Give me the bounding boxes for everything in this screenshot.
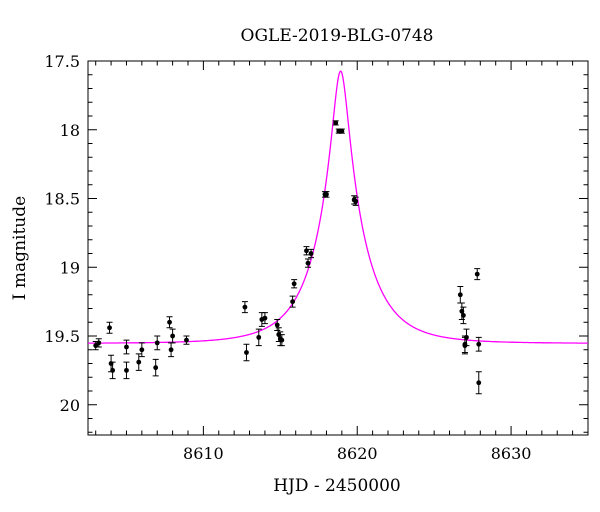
x-tick-label: 8630 bbox=[491, 444, 532, 463]
data-point bbox=[139, 347, 145, 353]
data-point bbox=[262, 315, 268, 321]
y-tick-label: 19 bbox=[60, 258, 80, 277]
data-point bbox=[153, 365, 159, 371]
y-tick-label: 17.5 bbox=[44, 52, 80, 71]
data-point bbox=[474, 271, 480, 277]
data-point bbox=[308, 251, 314, 256]
data-point bbox=[124, 344, 129, 350]
x-tick-label: 8620 bbox=[337, 444, 378, 463]
data-point bbox=[124, 367, 129, 373]
model-curve bbox=[88, 70, 588, 344]
x-axis-label: HJD - 2450000 bbox=[273, 476, 401, 496]
data-point bbox=[353, 198, 359, 204]
data-point bbox=[136, 359, 142, 365]
data-point bbox=[464, 334, 469, 340]
y-tick-label: 20 bbox=[60, 396, 80, 415]
data-point bbox=[305, 260, 311, 266]
data-point bbox=[279, 337, 285, 343]
data-point bbox=[457, 292, 463, 298]
data-point bbox=[333, 120, 339, 126]
data-point bbox=[460, 312, 466, 318]
y-tick-label: 18 bbox=[60, 121, 80, 140]
data-point bbox=[110, 367, 116, 373]
data-point bbox=[290, 299, 296, 305]
chart-title: OGLE-2019-BLG-0748 bbox=[241, 26, 434, 46]
data-point bbox=[167, 319, 172, 325]
data-point bbox=[242, 304, 248, 310]
data-point bbox=[476, 341, 482, 347]
data-point bbox=[304, 248, 309, 254]
y-axis-label: I magnitude bbox=[10, 196, 30, 300]
data-point bbox=[256, 334, 262, 340]
data-point bbox=[154, 340, 160, 346]
x-tick-label: 8610 bbox=[183, 444, 224, 463]
data-point bbox=[476, 380, 482, 386]
data-point bbox=[291, 281, 297, 287]
data-point bbox=[339, 128, 345, 134]
data-point bbox=[324, 191, 329, 197]
data-point bbox=[170, 333, 176, 339]
plot-area: 8610 8620 8630 17.5 18 18.5 19 19.5 20 bbox=[44, 52, 589, 463]
data-point bbox=[274, 322, 280, 328]
plot-frame bbox=[87, 60, 589, 436]
data-point bbox=[168, 347, 174, 353]
y-tick-label: 18.5 bbox=[44, 190, 80, 209]
data-point bbox=[107, 325, 112, 331]
y-tick-label: 19.5 bbox=[44, 327, 80, 346]
data-point bbox=[96, 340, 102, 346]
data-point bbox=[244, 350, 249, 355]
data-point bbox=[184, 337, 189, 343]
